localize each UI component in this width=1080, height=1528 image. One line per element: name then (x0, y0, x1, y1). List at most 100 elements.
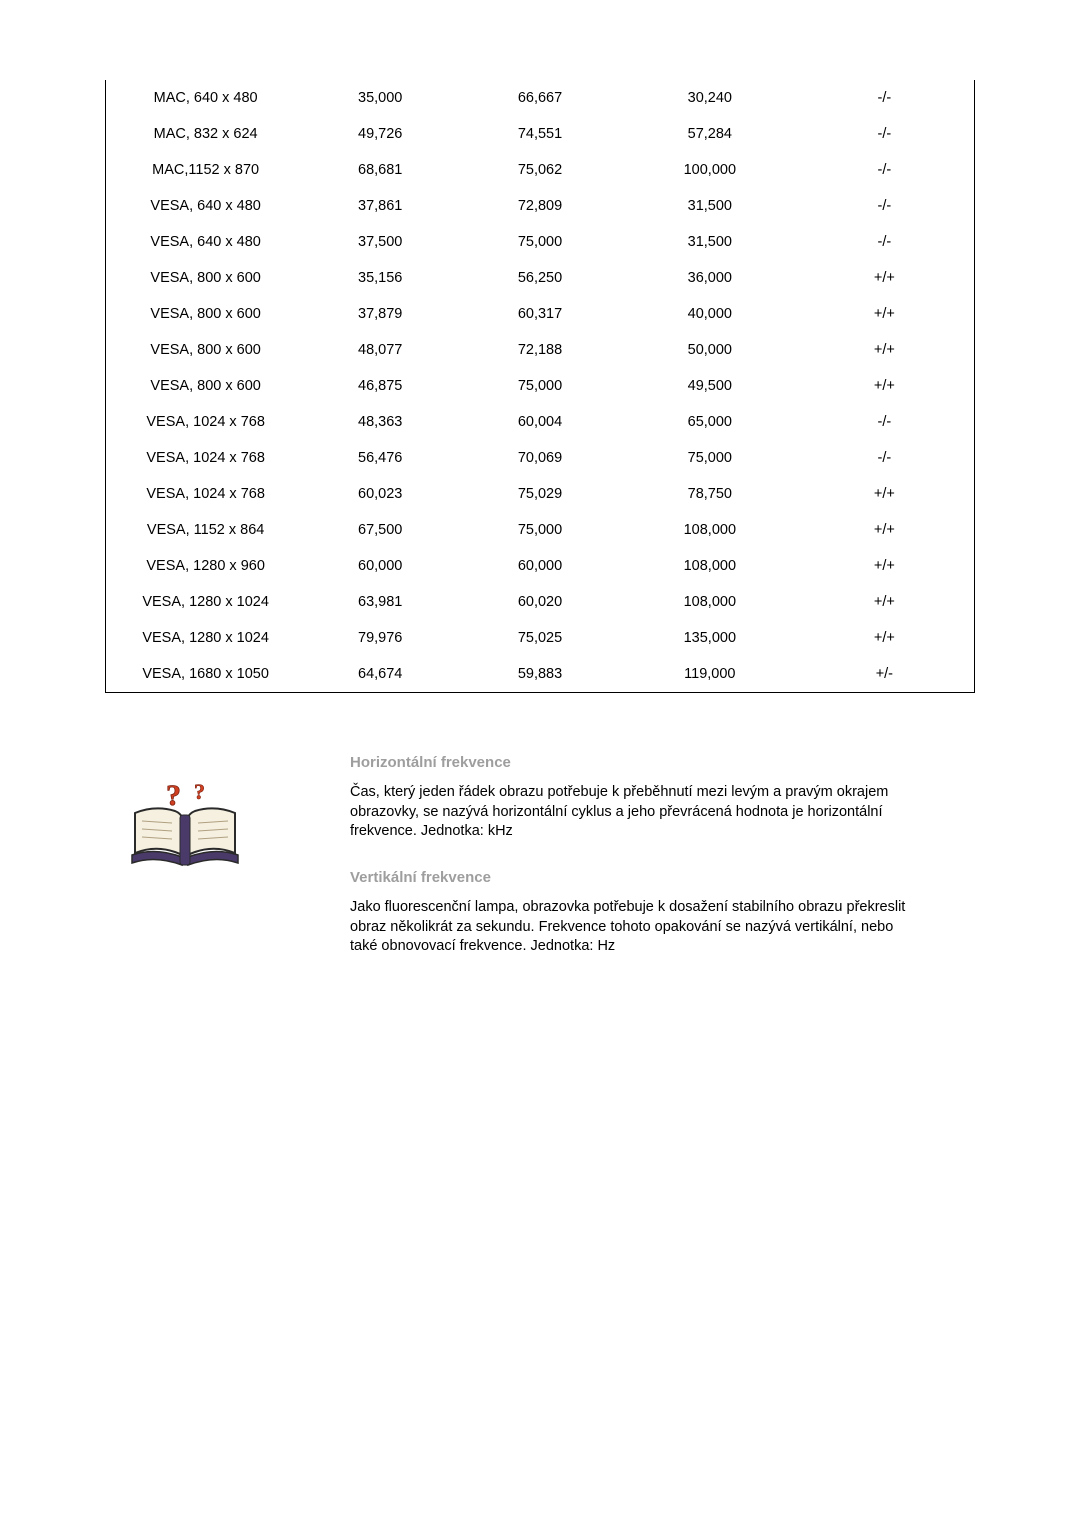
table-row: MAC, 832 x 62449,72674,55157,284-/- (106, 116, 975, 152)
cell-sync: -/- (795, 116, 975, 152)
horizontal-freq-section: Horizontální frekvence Čas, který jeden … (350, 753, 990, 842)
cell-mode: VESA, 800 x 600 (106, 332, 306, 368)
cell-vfreq: 59,883 (455, 656, 625, 693)
cell-vfreq: 60,004 (455, 404, 625, 440)
table-row: VESA, 640 x 48037,50075,00031,500-/- (106, 224, 975, 260)
cell-mode: VESA, 1152 x 864 (106, 512, 306, 548)
cell-vfreq: 75,062 (455, 152, 625, 188)
svg-text:?: ? (194, 783, 205, 804)
cell-hfreq: 79,976 (305, 620, 455, 656)
cell-pclk: 36,000 (625, 260, 795, 296)
cell-mode: VESA, 1680 x 1050 (106, 656, 306, 693)
cell-pclk: 119,000 (625, 656, 795, 693)
cell-sync: +/+ (795, 332, 975, 368)
cell-pclk: 100,000 (625, 152, 795, 188)
cell-mode: VESA, 1280 x 1024 (106, 620, 306, 656)
table-row: VESA, 1152 x 86467,50075,000108,000+/+ (106, 512, 975, 548)
cell-sync: +/+ (795, 476, 975, 512)
timing-modes-table: MAC, 640 x 48035,00066,66730,240-/-MAC, … (105, 80, 975, 693)
cell-vfreq: 74,551 (455, 116, 625, 152)
cell-hfreq: 46,875 (305, 368, 455, 404)
cell-vfreq: 66,667 (455, 80, 625, 116)
cell-vfreq: 70,069 (455, 440, 625, 476)
cell-pclk: 40,000 (625, 296, 795, 332)
cell-hfreq: 64,674 (305, 656, 455, 693)
cell-pclk: 31,500 (625, 188, 795, 224)
cell-pclk: 108,000 (625, 512, 795, 548)
cell-hfreq: 60,023 (305, 476, 455, 512)
cell-vfreq: 72,188 (455, 332, 625, 368)
cell-mode: VESA, 1024 x 768 (106, 440, 306, 476)
cell-hfreq: 48,363 (305, 404, 455, 440)
horizontal-freq-heading: Horizontální frekvence (350, 753, 990, 773)
cell-hfreq: 63,981 (305, 584, 455, 620)
cell-pclk: 57,284 (625, 116, 795, 152)
table-row: VESA, 640 x 48037,86172,80931,500-/- (106, 188, 975, 224)
cell-sync: -/- (795, 152, 975, 188)
cell-hfreq: 35,000 (305, 80, 455, 116)
cell-mode: MAC,1152 x 870 (106, 152, 306, 188)
table-row: MAC, 640 x 48035,00066,66730,240-/- (106, 80, 975, 116)
cell-hfreq: 35,156 (305, 260, 455, 296)
info-icon-wrap: ? ? (120, 753, 350, 878)
timing-modes-tbody: MAC, 640 x 48035,00066,66730,240-/-MAC, … (106, 80, 975, 693)
vertical-freq-paragraph: Jako fluorescenční lampa, obrazovka potř… (350, 898, 910, 957)
cell-vfreq: 72,809 (455, 188, 625, 224)
cell-mode: VESA, 1280 x 1024 (106, 584, 306, 620)
cell-vfreq: 75,029 (455, 476, 625, 512)
frequency-info-block: ? ? Horizontální frekvence Čas, který je… (120, 753, 990, 983)
cell-pclk: 65,000 (625, 404, 795, 440)
cell-vfreq: 60,020 (455, 584, 625, 620)
cell-mode: VESA, 800 x 600 (106, 368, 306, 404)
cell-pclk: 75,000 (625, 440, 795, 476)
cell-sync: +/+ (795, 296, 975, 332)
table-row: VESA, 1024 x 76860,02375,02978,750+/+ (106, 476, 975, 512)
cell-mode: VESA, 800 x 600 (106, 296, 306, 332)
cell-vfreq: 56,250 (455, 260, 625, 296)
cell-sync: -/- (795, 440, 975, 476)
cell-pclk: 108,000 (625, 548, 795, 584)
vertical-freq-heading: Vertikální frekvence (350, 868, 990, 888)
table-row: VESA, 1280 x 102463,98160,020108,000+/+ (106, 584, 975, 620)
cell-pclk: 31,500 (625, 224, 795, 260)
cell-vfreq: 75,000 (455, 224, 625, 260)
svg-text:?: ? (166, 783, 181, 812)
cell-sync: +/+ (795, 584, 975, 620)
table-row: VESA, 1680 x 105064,67459,883119,000+/- (106, 656, 975, 693)
cell-hfreq: 60,000 (305, 548, 455, 584)
cell-pclk: 108,000 (625, 584, 795, 620)
cell-mode: MAC, 832 x 624 (106, 116, 306, 152)
book-question-icon: ? ? (120, 783, 250, 873)
cell-mode: MAC, 640 x 480 (106, 80, 306, 116)
cell-hfreq: 56,476 (305, 440, 455, 476)
cell-pclk: 50,000 (625, 332, 795, 368)
cell-sync: -/- (795, 80, 975, 116)
cell-sync: +/+ (795, 368, 975, 404)
cell-sync: -/- (795, 404, 975, 440)
cell-hfreq: 68,681 (305, 152, 455, 188)
cell-hfreq: 48,077 (305, 332, 455, 368)
cell-mode: VESA, 1280 x 960 (106, 548, 306, 584)
cell-mode: VESA, 640 x 480 (106, 224, 306, 260)
cell-hfreq: 67,500 (305, 512, 455, 548)
cell-vfreq: 60,317 (455, 296, 625, 332)
table-row: VESA, 1024 x 76848,36360,00465,000-/- (106, 404, 975, 440)
cell-sync: +/+ (795, 512, 975, 548)
cell-sync: -/- (795, 188, 975, 224)
table-row: MAC,1152 x 87068,68175,062100,000-/- (106, 152, 975, 188)
cell-mode: VESA, 800 x 600 (106, 260, 306, 296)
cell-pclk: 30,240 (625, 80, 795, 116)
cell-vfreq: 75,000 (455, 512, 625, 548)
cell-mode: VESA, 1024 x 768 (106, 404, 306, 440)
cell-hfreq: 49,726 (305, 116, 455, 152)
cell-pclk: 49,500 (625, 368, 795, 404)
cell-hfreq: 37,500 (305, 224, 455, 260)
cell-hfreq: 37,861 (305, 188, 455, 224)
table-row: VESA, 1280 x 102479,97675,025135,000+/+ (106, 620, 975, 656)
info-text: Horizontální frekvence Čas, který jeden … (350, 753, 990, 983)
cell-sync: +/+ (795, 548, 975, 584)
table-row: VESA, 800 x 60048,07772,18850,000+/+ (106, 332, 975, 368)
cell-mode: VESA, 640 x 480 (106, 188, 306, 224)
cell-vfreq: 75,000 (455, 368, 625, 404)
horizontal-freq-paragraph: Čas, který jeden řádek obrazu potřebuje … (350, 783, 910, 842)
